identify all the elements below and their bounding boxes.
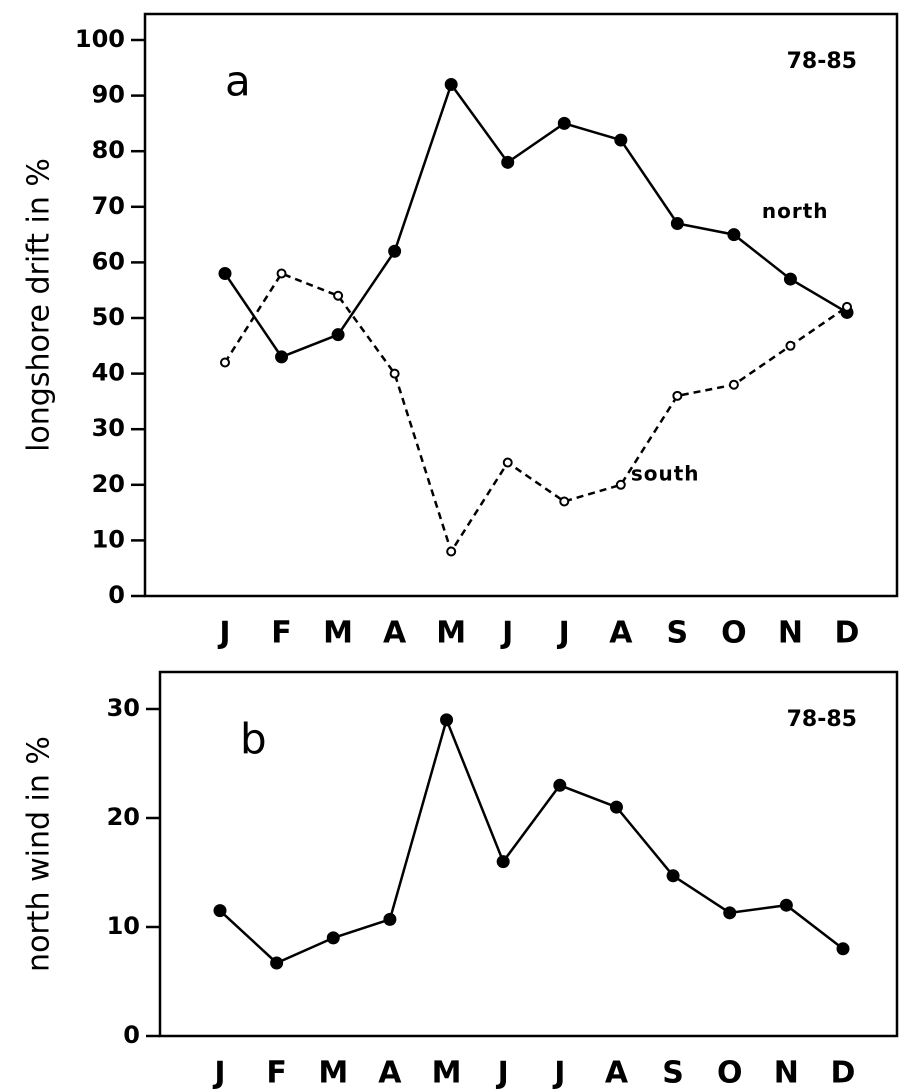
- x-tick-label: M: [432, 1056, 462, 1091]
- data-point: [728, 379, 739, 390]
- data-point: [496, 855, 510, 869]
- x-tick-label: M: [323, 616, 353, 651]
- y-tick-label: 90: [92, 81, 125, 109]
- y-tick-label: 40: [92, 359, 125, 387]
- data-point: [502, 457, 513, 468]
- series-label: south: [631, 461, 700, 485]
- data-point: [842, 301, 852, 312]
- x-tick-label: F: [266, 1056, 287, 1091]
- data-point: [727, 228, 741, 242]
- panel-label: b: [240, 715, 267, 764]
- data-line: [219, 716, 844, 965]
- data-point: [383, 912, 397, 926]
- data-point: [218, 267, 232, 281]
- x-tick-label: A: [605, 1056, 629, 1091]
- data-point: [672, 390, 683, 401]
- x-tick-label: A: [378, 1056, 402, 1091]
- data-point: [783, 272, 797, 286]
- x-tick-label: J: [496, 1056, 509, 1091]
- x-tick-label: D: [835, 616, 860, 651]
- data-point: [615, 479, 626, 490]
- data-point: [440, 713, 454, 727]
- x-tick-label: M: [436, 616, 466, 651]
- x-tick-label: O: [721, 616, 747, 651]
- data-point: [213, 904, 227, 918]
- data-point: [444, 77, 458, 91]
- x-tick-label: S: [667, 616, 689, 651]
- data-point: [779, 898, 793, 912]
- y-tick-label: 80: [92, 136, 125, 164]
- data-point: [553, 778, 567, 792]
- x-tick-label: F: [271, 616, 292, 651]
- series-label: north: [762, 199, 829, 223]
- data-point: [609, 800, 623, 814]
- panel-label: a: [225, 57, 251, 106]
- x-tick-label: J: [217, 616, 230, 651]
- x-tick-label: A: [609, 616, 633, 651]
- y-tick-label: 100: [75, 25, 125, 53]
- data-point: [389, 368, 400, 379]
- annotation: 78-85: [787, 707, 857, 732]
- data-line: [223, 81, 848, 359]
- x-tick-label: N: [774, 1056, 799, 1091]
- annotation: 78-85: [787, 49, 857, 74]
- y-tick-label: 0: [123, 1021, 140, 1049]
- y-tick-label: 60: [92, 247, 125, 275]
- x-tick-label: S: [662, 1056, 684, 1091]
- data-point: [785, 340, 796, 351]
- x-tick-label: M: [318, 1056, 348, 1091]
- y-tick-label: 30: [107, 694, 140, 722]
- y-tick-label: 50: [92, 303, 125, 331]
- x-tick-label: J: [557, 616, 570, 651]
- y-axis-label: longshore drift in %: [22, 158, 57, 452]
- data-point: [557, 116, 571, 130]
- data-point: [270, 956, 284, 970]
- y-tick-label: 0: [108, 581, 125, 609]
- x-tick-label: O: [717, 1056, 743, 1091]
- plot-frame: [158, 670, 899, 1038]
- data-point: [331, 328, 345, 342]
- data-point: [670, 216, 684, 230]
- data-line: [223, 271, 848, 555]
- data-point: [220, 357, 230, 368]
- data-point: [501, 155, 515, 169]
- x-tick-label: J: [552, 1056, 565, 1091]
- data-point: [446, 546, 457, 557]
- y-tick-label: 10: [92, 525, 125, 553]
- data-point: [559, 496, 570, 507]
- x-tick-label: J: [500, 616, 513, 651]
- data-point: [666, 869, 680, 883]
- x-tick-label: A: [383, 616, 407, 651]
- y-tick-label: 20: [107, 803, 140, 831]
- y-tick-label: 70: [92, 192, 125, 220]
- y-tick-label: 30: [92, 414, 125, 442]
- x-tick-label: N: [778, 616, 803, 651]
- data-point: [275, 350, 289, 364]
- x-tick-label: J: [212, 1056, 225, 1091]
- y-axis-label: north wind in %: [22, 736, 57, 972]
- data-point: [836, 942, 850, 956]
- y-tick-label: 10: [107, 912, 140, 940]
- data-point: [614, 133, 628, 147]
- y-tick-label: 20: [92, 470, 125, 498]
- data-point: [723, 906, 737, 920]
- data-point: [333, 290, 344, 301]
- data-point: [276, 268, 287, 279]
- x-tick-label: D: [831, 1056, 856, 1091]
- data-point: [388, 244, 402, 258]
- data-point: [326, 931, 340, 945]
- plot-frame: [143, 12, 899, 598]
